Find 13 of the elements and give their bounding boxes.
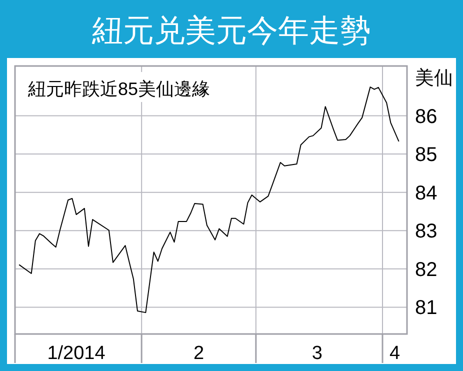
x-tick-label: 1/2014 <box>47 343 106 364</box>
x-tick-label: 4 <box>389 343 400 364</box>
y-tick-label: 81 <box>415 297 438 320</box>
x-tick-label: 2 <box>193 343 204 364</box>
y-tick-label: 82 <box>415 258 438 281</box>
y-tick-label: 83 <box>415 220 438 243</box>
chart-title: 紐元兑美元今年走勢 <box>91 13 371 48</box>
y-tick-label: 86 <box>415 106 438 128</box>
y-axis-title: 美仙 <box>415 67 453 89</box>
y-tick-label: 85 <box>415 144 438 166</box>
annotation: 紐元昨跌近85美仙邊緣 <box>27 79 210 99</box>
x-tick-label: 3 <box>312 343 322 364</box>
y-tick-label: 84 <box>415 182 438 204</box>
